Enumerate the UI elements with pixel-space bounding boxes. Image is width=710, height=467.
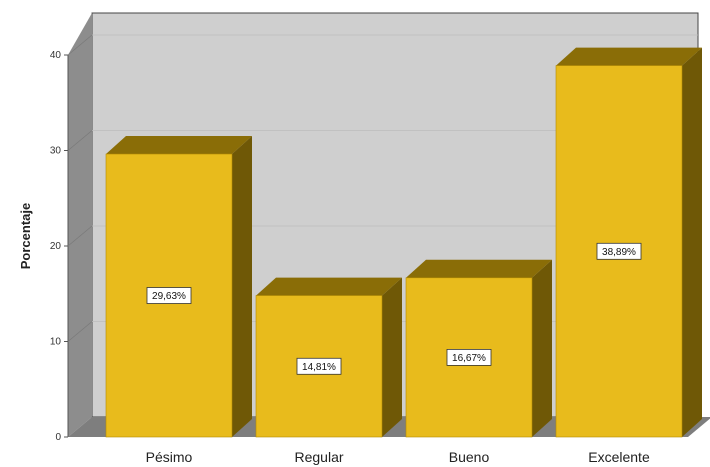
- bar-top: [256, 277, 402, 296]
- y-tick-label: 40: [50, 50, 62, 61]
- data-label-text: 16,67%: [452, 353, 486, 364]
- y-tick-label: 0: [55, 432, 61, 443]
- bar: 38,89%: [555, 47, 702, 438]
- bar-top: [106, 136, 252, 155]
- data-label-text: 14,81%: [302, 362, 336, 373]
- y-tick-label: 30: [50, 146, 62, 157]
- data-label: 16,67%: [446, 349, 492, 366]
- bar-side: [682, 47, 702, 438]
- bar: 16,67%: [405, 259, 552, 438]
- gridline: [67, 130, 93, 151]
- bar-top: [406, 259, 552, 278]
- x-tick-label: Regular: [294, 449, 343, 465]
- data-label-text: 38,89%: [602, 247, 636, 258]
- y-tick-label: 10: [50, 337, 62, 348]
- x-tick-label: Bueno: [449, 449, 490, 465]
- bar: 14,81%: [255, 277, 402, 438]
- data-label-text: 29,63%: [152, 291, 186, 302]
- y-axis-label: Porcentaje: [18, 203, 33, 269]
- bar-side: [232, 136, 252, 437]
- x-axis-labels: Pésimo Regular Bueno Excelente: [146, 449, 650, 465]
- bar-side: [532, 259, 552, 437]
- bars: 29,63% 14,81% 16,67% 38,89%: [105, 47, 702, 438]
- data-label: 29,63%: [146, 287, 192, 304]
- x-tick-label: Pésimo: [146, 449, 193, 465]
- gridline: [67, 34, 93, 56]
- data-label-box: [146, 287, 192, 304]
- y-axis-ticks: 0 10 20 30 40: [50, 50, 68, 443]
- data-label-box: [446, 349, 492, 366]
- bar-top: [556, 47, 702, 66]
- left-wall: [68, 13, 92, 437]
- data-label-box: [296, 357, 342, 375]
- x-tick-label: Excelente: [588, 449, 650, 465]
- y-tick-label: 20: [50, 241, 62, 252]
- gridline: [67, 321, 93, 342]
- bar-side: [382, 277, 402, 437]
- gridline: [67, 225, 93, 247]
- data-label: 38,89%: [596, 242, 642, 260]
- bar-front: [555, 65, 683, 438]
- bar: 29,63%: [105, 136, 252, 438]
- data-label: 14,81%: [296, 357, 342, 375]
- data-label-box: [596, 242, 642, 260]
